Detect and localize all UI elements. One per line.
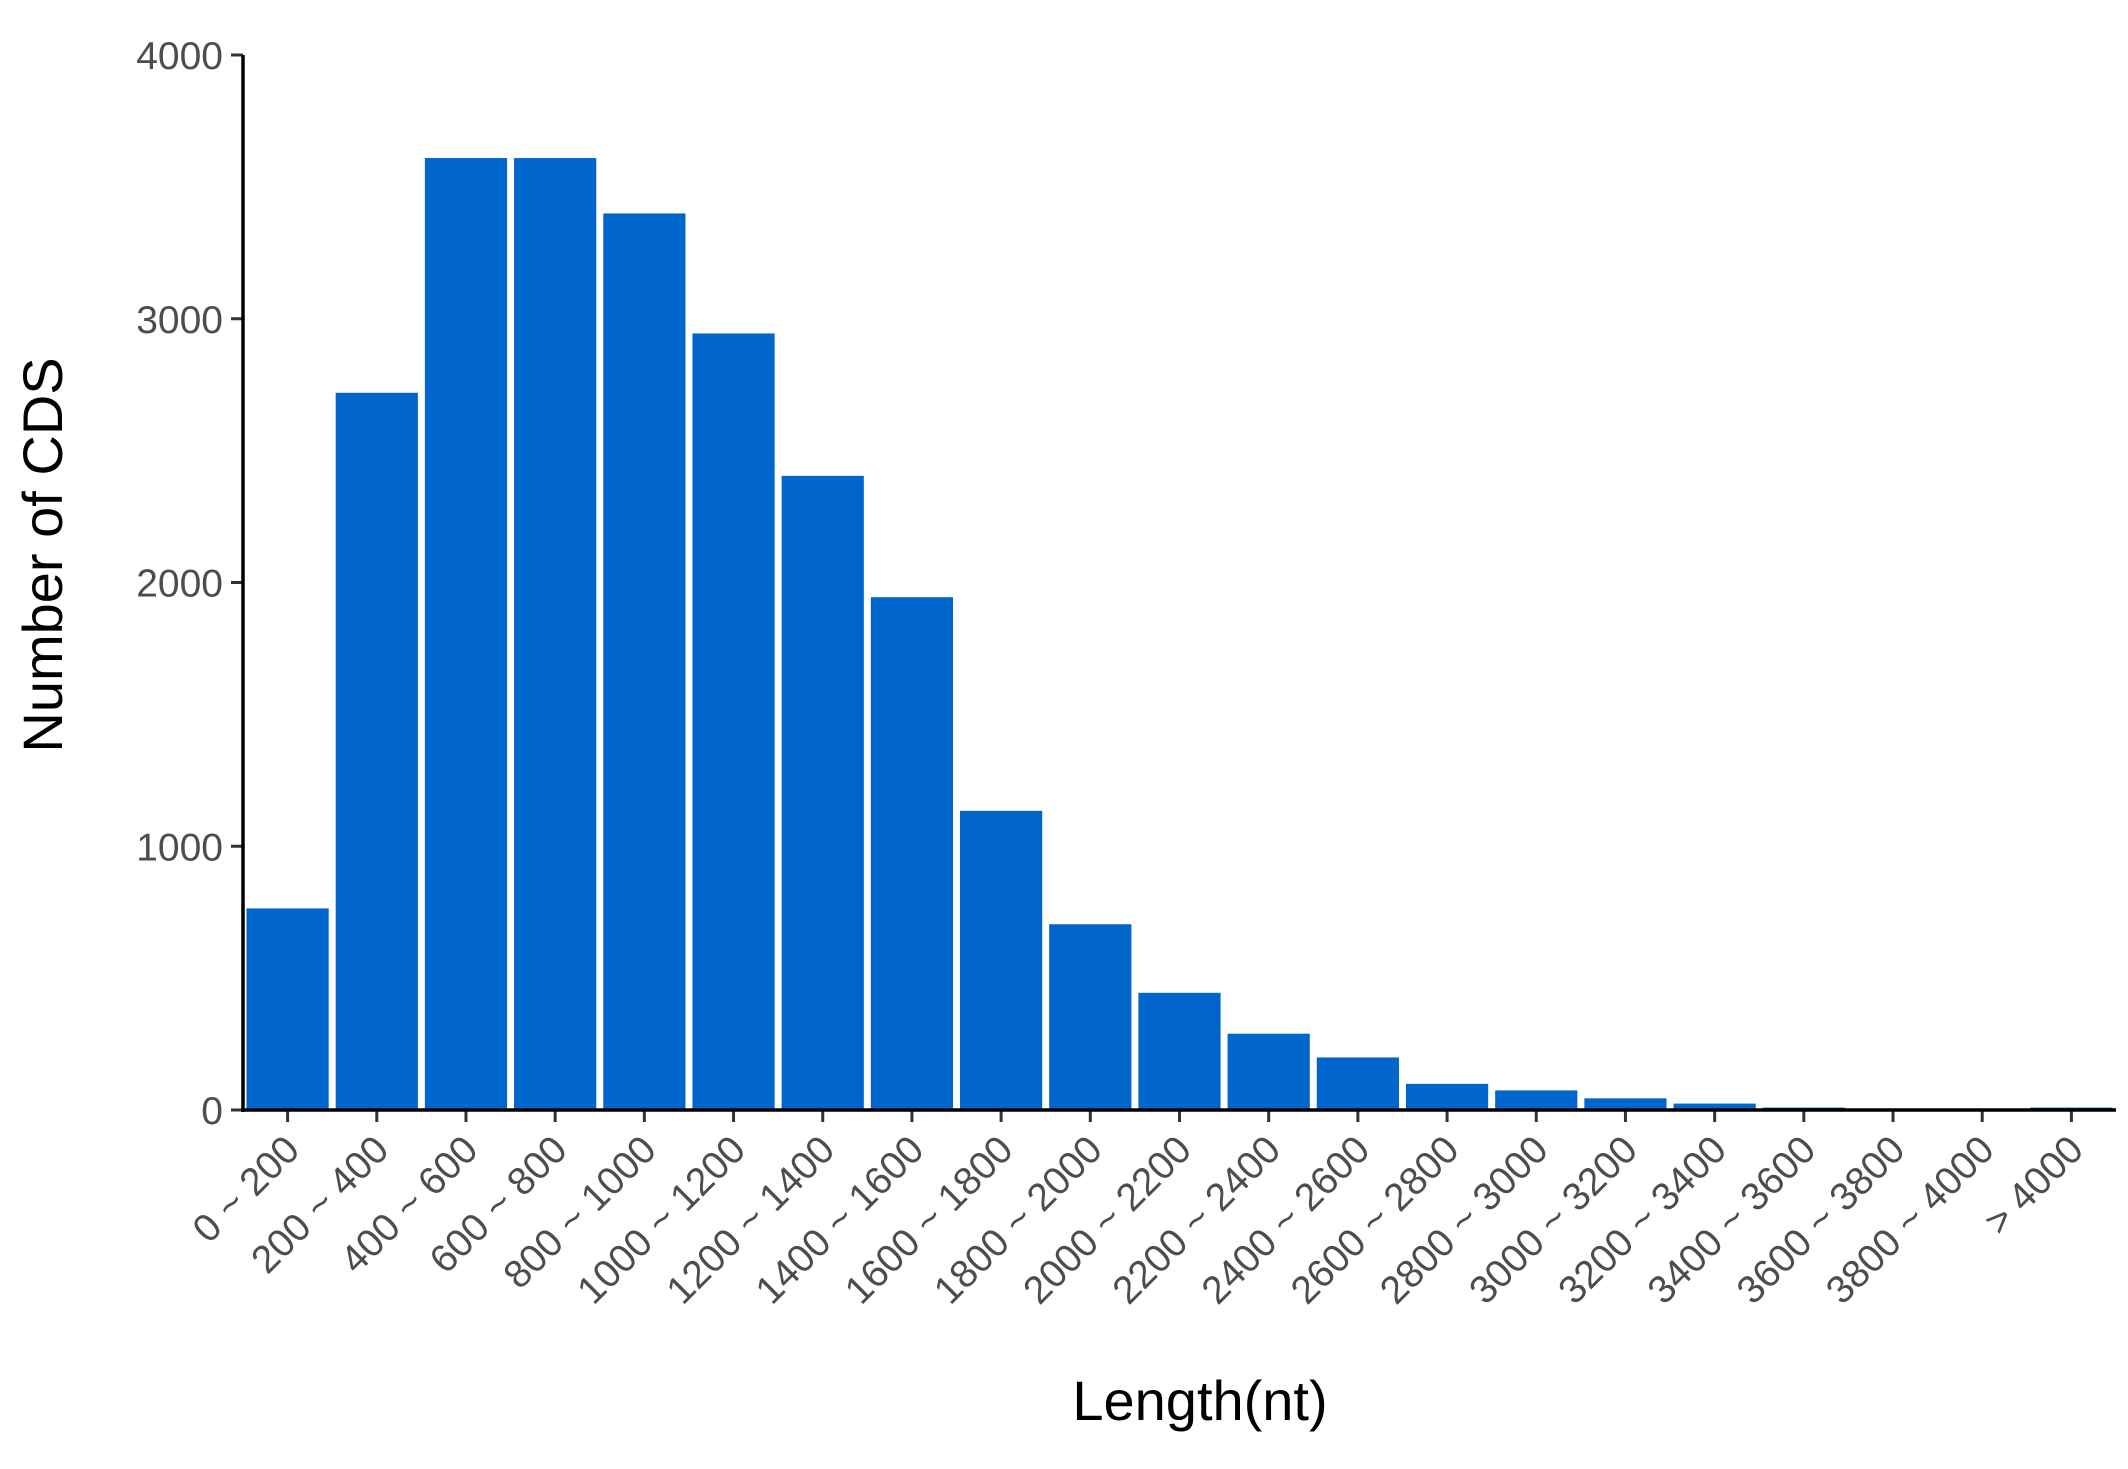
bar-14 (1492, 1087, 1581, 1112)
bar-0 (243, 905, 332, 1112)
bar-11 (1224, 1030, 1313, 1112)
y-tick-label-4: 4000 (136, 35, 223, 78)
y-axis-title: Number of CDS (11, 357, 74, 752)
bar-7 (867, 594, 957, 1112)
y-tick-label-1: 1000 (136, 826, 223, 869)
bar-8 (957, 807, 1046, 1112)
x-tick-label-20: > 4000 (1976, 1128, 2092, 1244)
bar-2 (421, 155, 511, 1112)
bar-13 (1402, 1080, 1492, 1112)
y-axis-ticks: 0 1000 2000 3000 4000 (136, 35, 243, 1133)
bar-6 (778, 472, 867, 1112)
bar-12 (1313, 1054, 1402, 1112)
bars-group (243, 155, 2116, 1112)
y-tick-label-0: 0 (201, 1090, 223, 1133)
bar-1 (332, 389, 421, 1112)
bar-15 (1581, 1095, 1670, 1112)
y-tick-label-3: 3000 (136, 299, 223, 342)
bar-10 (1135, 989, 1224, 1112)
bar-5 (689, 330, 778, 1112)
bar-4 (600, 210, 689, 1112)
x-axis-title: Length(nt) (1072, 1369, 1327, 1432)
bar-3 (511, 155, 600, 1112)
y-tick-label-2: 2000 (136, 563, 223, 606)
bar-9 (1046, 921, 1135, 1112)
